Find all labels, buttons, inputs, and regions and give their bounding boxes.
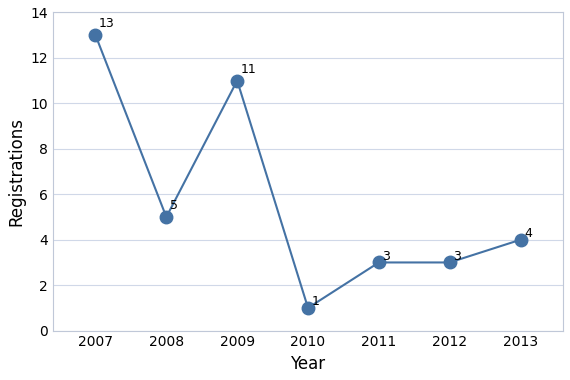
Text: 13: 13	[99, 17, 115, 30]
Text: 5: 5	[170, 199, 178, 212]
Text: 1: 1	[312, 295, 319, 308]
Text: 3: 3	[382, 250, 390, 263]
Text: 3: 3	[453, 250, 461, 263]
Y-axis label: Registrations: Registrations	[7, 117, 25, 226]
X-axis label: Year: Year	[291, 355, 325, 373]
Text: 11: 11	[241, 63, 256, 76]
Text: 4: 4	[524, 227, 532, 240]
